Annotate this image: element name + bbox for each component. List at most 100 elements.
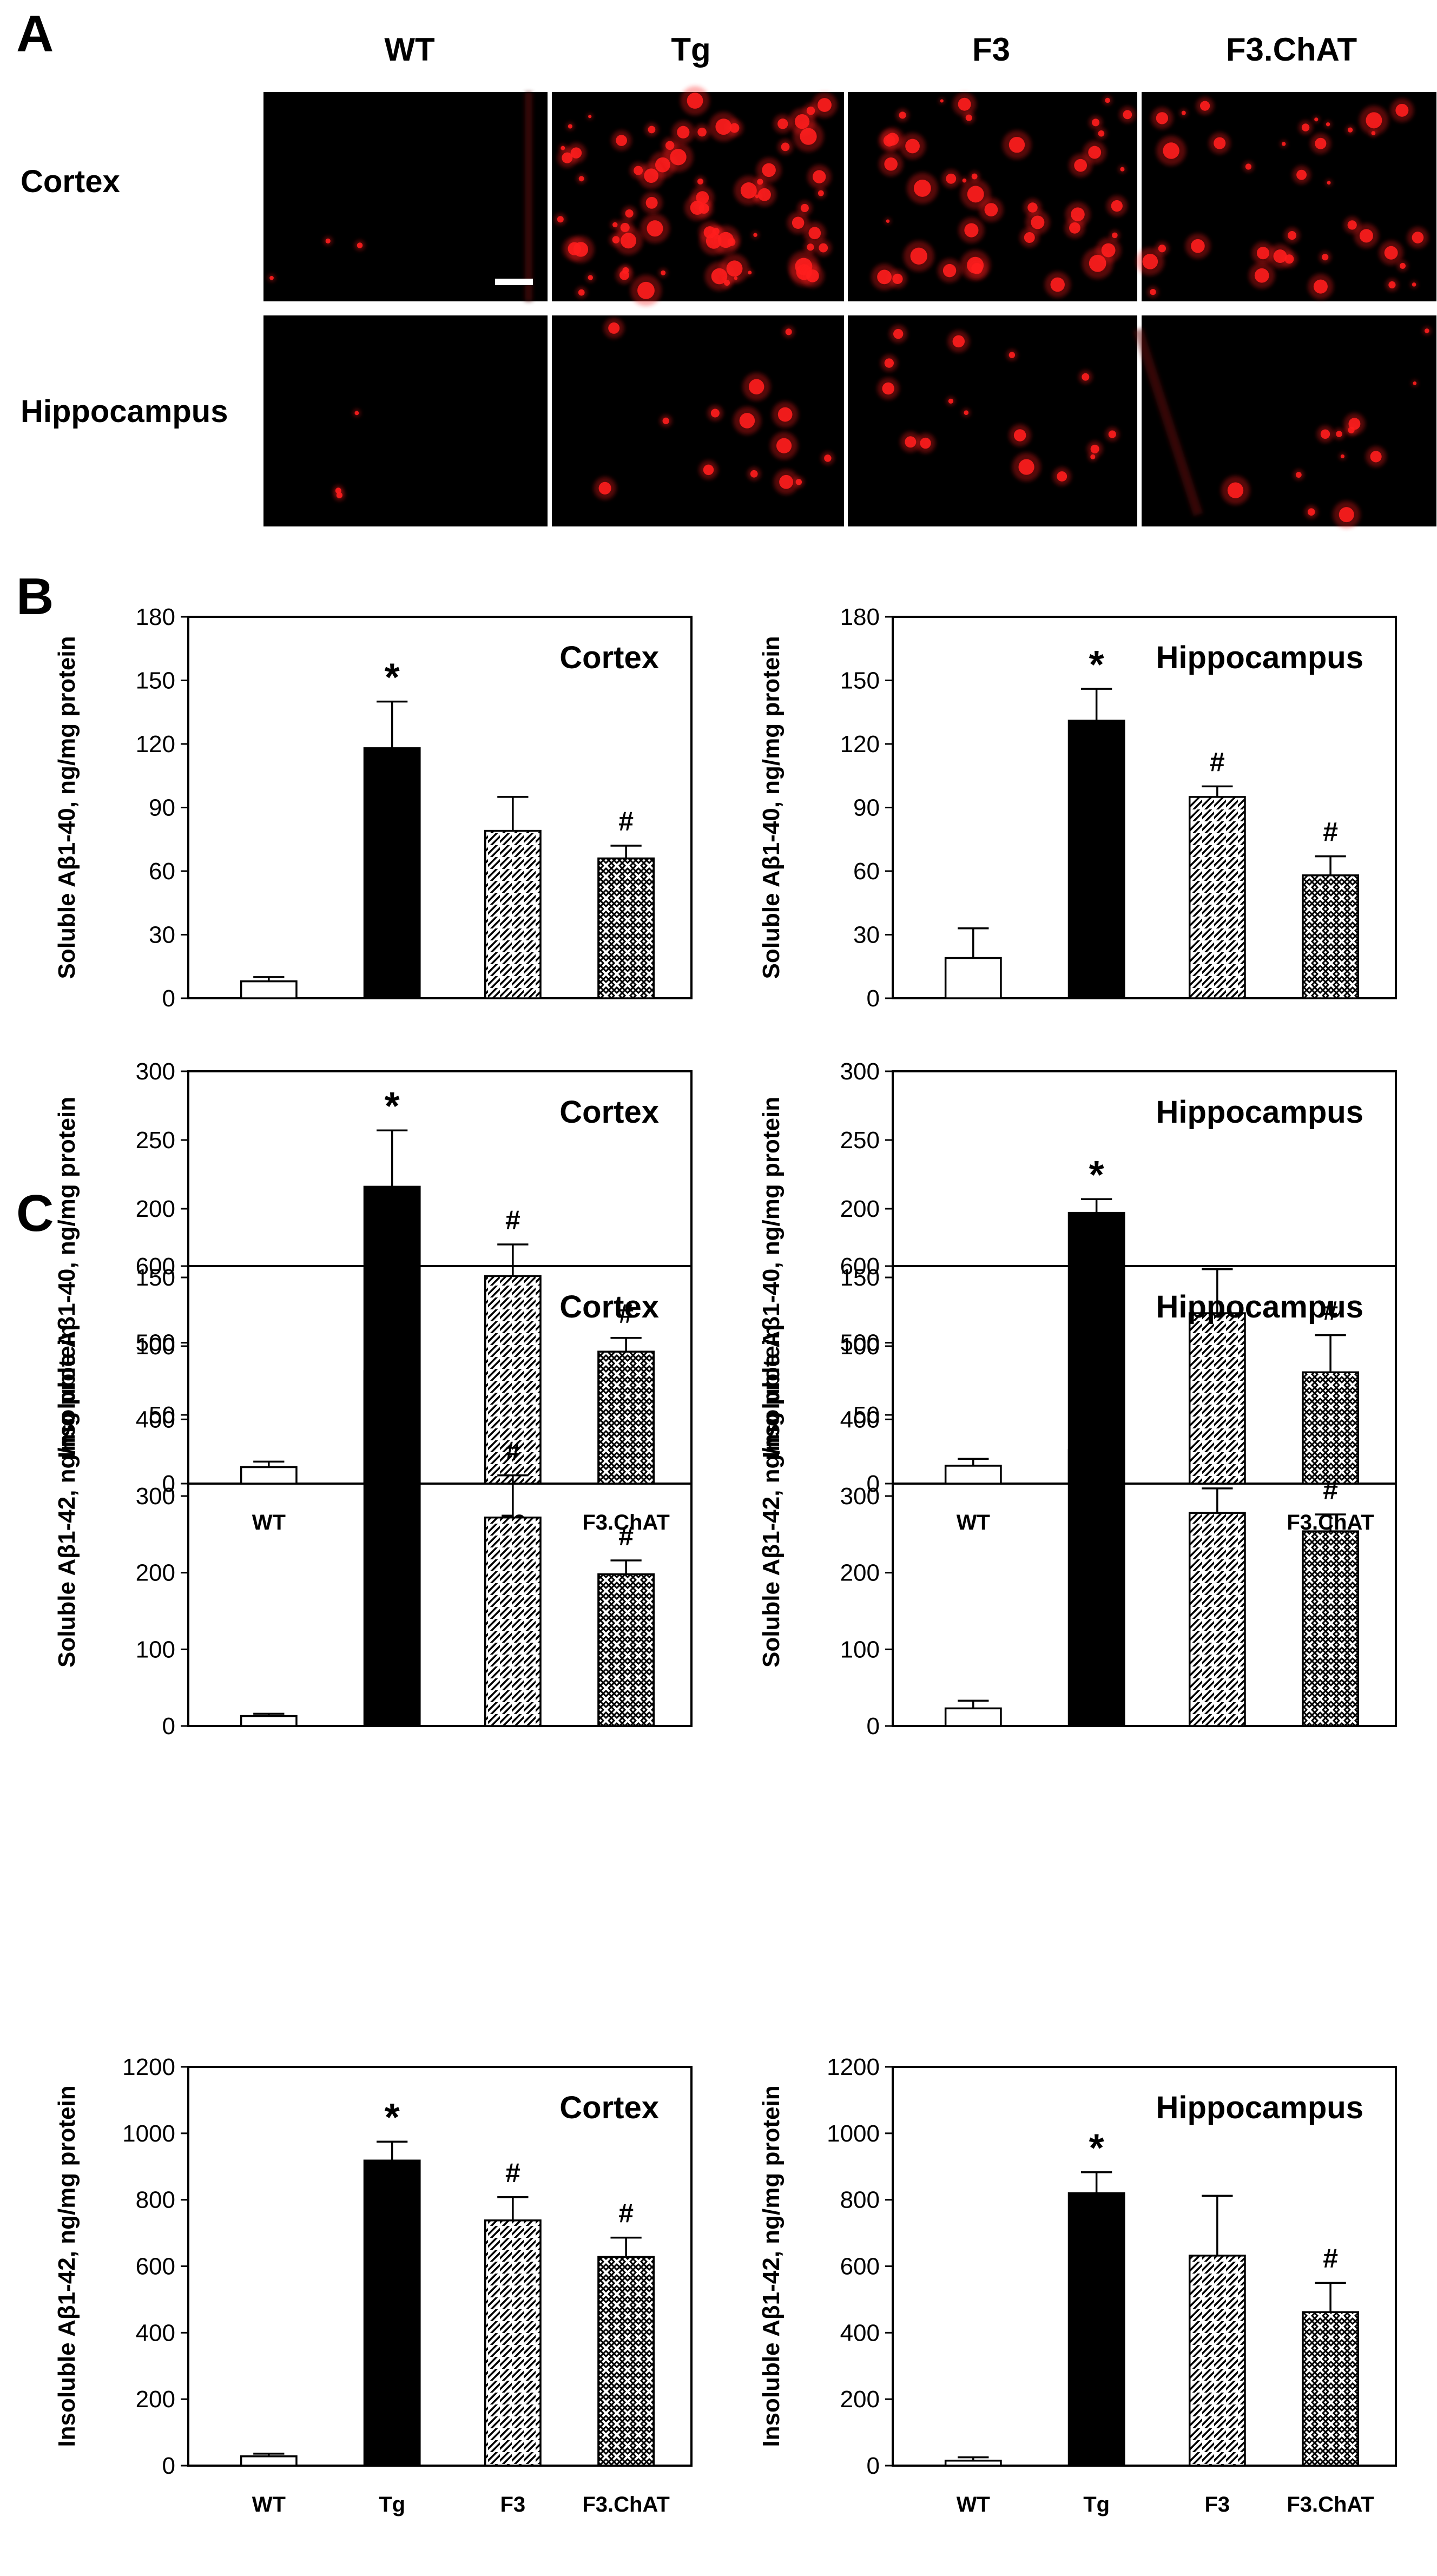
chart-1: 0 30 60 90 120 150 180 Soluble Aβ1-40, ng/mg pr… <box>54 604 693 1012</box>
y-tick-label: 0 <box>162 985 175 1012</box>
bar-f3-chat <box>597 2256 655 2467</box>
y-axis-label: Insoluble Aβ1-40, ng/mg protein <box>758 1097 785 1458</box>
y-axis-label: Soluble Aβ1-40, ng/mg protein <box>758 636 785 979</box>
significance-star: * <box>1089 643 1104 687</box>
chart-region-label: Cortex <box>559 1095 659 1130</box>
y-tick-label: 1000 <box>122 2120 175 2147</box>
category-label: WT <box>957 1511 990 1534</box>
y-tick-label: 0 <box>162 2453 175 2479</box>
y-tick-label: 600 <box>136 2254 175 2280</box>
y-tick-label: 90 <box>853 795 880 821</box>
y-tick-label: 800 <box>136 2187 175 2213</box>
chart-region-label: Hippocampus <box>1156 1289 1364 1325</box>
significance-star: * <box>385 656 400 700</box>
chart-region-label: Cortex <box>559 1289 659 1325</box>
micrograph-0-0 <box>263 92 548 301</box>
chart-4: 0 50 100 150 200 250 300 Insoluble Aβ1-40, ng/m… <box>758 1058 1397 1534</box>
y-tick-label: 600 <box>136 1253 175 1280</box>
bar-tg <box>1067 1449 1125 1727</box>
significance-star: * <box>1089 1382 1104 1425</box>
bar-tg <box>363 1370 421 1727</box>
bar-tg <box>363 2159 421 2467</box>
y-tick-label: 1200 <box>122 2054 175 2080</box>
significance-hash: # <box>618 2198 634 2229</box>
column-header-wt: WT <box>384 31 434 68</box>
y-tick-label: 100 <box>136 1636 175 1663</box>
bar-f3 <box>484 2219 542 2467</box>
y-tick-label: 1200 <box>827 2054 880 2080</box>
y-tick-label: 600 <box>840 2254 880 2280</box>
significance-hash: # <box>505 1436 520 1466</box>
y-tick-label: 180 <box>840 604 880 630</box>
bar-f3-chat <box>597 1350 655 1485</box>
y-tick-label: 1000 <box>827 2120 880 2147</box>
chart-region-label: Cortex <box>559 2090 659 2125</box>
bar-wt <box>240 1466 298 1485</box>
y-tick-label: 500 <box>136 1330 175 1356</box>
panel-letter-b: B <box>16 568 54 625</box>
bar-f3 <box>1188 1312 1246 1485</box>
significance-star: * <box>1089 2127 1104 2170</box>
category-label: F3 <box>500 2493 526 2516</box>
y-axis-label: Insoluble Aβ1-40, ng/mg protein <box>54 1097 80 1458</box>
micrograph-1-1 <box>552 315 844 526</box>
bar-tg <box>1067 720 1125 999</box>
chart-region-label: Hippocampus <box>1156 1095 1364 1130</box>
micrograph-column-headers: WT Tg F3 F3.ChAT <box>384 31 1357 68</box>
bar-wt <box>944 1707 1002 1727</box>
y-axis-label: Soluble Aβ1-40, ng/mg protein <box>54 636 80 979</box>
panel-letter-c: C <box>16 1184 54 1242</box>
significance-star: * <box>385 2096 400 2139</box>
micrograph-1-0 <box>263 315 548 526</box>
significance-hash: # <box>1210 747 1225 777</box>
category-label: Tg <box>1083 2493 1110 2516</box>
y-tick-label: 120 <box>136 731 175 757</box>
micrograph-0-3 <box>1136 92 1436 301</box>
category-label: F3 <box>1205 2493 1230 2516</box>
y-tick-label: 200 <box>136 2386 175 2413</box>
significance-hash: # <box>1323 2243 1338 2274</box>
y-tick-label: 0 <box>867 1713 880 1740</box>
y-axis-label: Soluble Aβ1-42, ng/mg protein <box>758 1325 785 1668</box>
bar-f3-chat <box>597 1573 655 1727</box>
y-tick-label: 250 <box>840 1127 880 1154</box>
bar-f3 <box>484 829 542 999</box>
y-tick-label: 0 <box>867 1471 880 1497</box>
y-tick-label: 150 <box>840 1264 880 1291</box>
y-tick-label: 100 <box>840 1333 880 1360</box>
significance-hash: # <box>618 1521 634 1551</box>
y-tick-label: 120 <box>840 731 880 757</box>
y-tick-label: 150 <box>136 1264 175 1291</box>
panel-letter-a: A <box>16 5 54 63</box>
bar-tg <box>1067 2192 1125 2467</box>
y-tick-label: 200 <box>840 1196 880 1222</box>
significance-star: * <box>385 1280 400 1323</box>
y-axis-label: Soluble Aβ1-42, ng/mg protein <box>54 1325 80 1668</box>
bar-wt <box>944 1465 1002 1485</box>
significance-star: * <box>385 1085 400 1128</box>
y-tick-label: 60 <box>149 858 175 885</box>
bar-f3-chat <box>1302 1530 1359 1727</box>
y-tick-label: 30 <box>149 922 175 948</box>
bar-f3-chat <box>1302 2311 1359 2467</box>
micrograph-0-2 <box>848 92 1137 301</box>
significance-hash: # <box>505 2158 520 2188</box>
bar-f3-chat <box>597 857 655 999</box>
y-tick-label: 90 <box>149 795 175 821</box>
y-tick-label: 300 <box>840 1483 880 1510</box>
row-header-hippocampus: Hippocampus <box>21 394 228 429</box>
y-tick-label: 0 <box>867 2453 880 2479</box>
bar-wt <box>944 957 1002 999</box>
y-tick-label: 400 <box>840 1406 880 1433</box>
row-header-cortex: Cortex <box>21 164 120 199</box>
bar-f3-chat <box>1302 1371 1359 1485</box>
bar-wt <box>240 2455 298 2467</box>
chart-region-label: Hippocampus <box>1156 640 1364 675</box>
bar-f3 <box>1188 2255 1246 2467</box>
y-axis-label: Insoluble Aβ1-42, ng/mg protein <box>758 2085 785 2447</box>
bar-wt <box>944 2460 1002 2467</box>
chart-region-label: Hippocampus <box>1156 2090 1364 2125</box>
column-header-tg: Tg <box>671 31 710 68</box>
